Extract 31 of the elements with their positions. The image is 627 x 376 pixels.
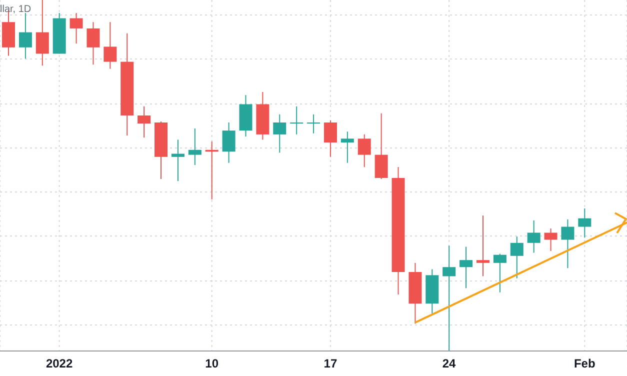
chart-title: llar, 1D xyxy=(0,4,32,15)
candlestick xyxy=(442,245,456,351)
x-tick-label: Feb xyxy=(574,356,596,371)
candlestick xyxy=(374,112,388,180)
candlestick xyxy=(476,215,490,277)
candlestick xyxy=(493,253,506,293)
candlestick xyxy=(527,220,540,254)
candlestick xyxy=(86,22,100,66)
candlestick xyxy=(290,106,304,135)
candlestick xyxy=(460,246,473,289)
x-tick-label: 10 xyxy=(205,356,219,371)
candlestick xyxy=(18,12,32,60)
candlestick xyxy=(307,114,320,134)
candlestick xyxy=(36,0,49,66)
candlestick xyxy=(324,120,337,158)
candlestick xyxy=(544,228,558,252)
candlestick xyxy=(70,12,83,44)
candlestick xyxy=(358,134,371,168)
candlestick xyxy=(188,128,202,166)
candlestick xyxy=(561,218,574,269)
candlestick xyxy=(171,139,184,182)
candlestick xyxy=(273,114,286,154)
candlestick xyxy=(578,208,592,238)
x-tick-label: 17 xyxy=(324,356,338,371)
candlestick xyxy=(104,22,117,70)
candlestick xyxy=(222,122,236,164)
x-tick-label: 24 xyxy=(442,356,456,371)
x-tick-label: 2022 xyxy=(46,356,73,371)
candlestick xyxy=(340,131,354,164)
candlestick xyxy=(510,236,524,279)
candlestick xyxy=(138,106,151,138)
